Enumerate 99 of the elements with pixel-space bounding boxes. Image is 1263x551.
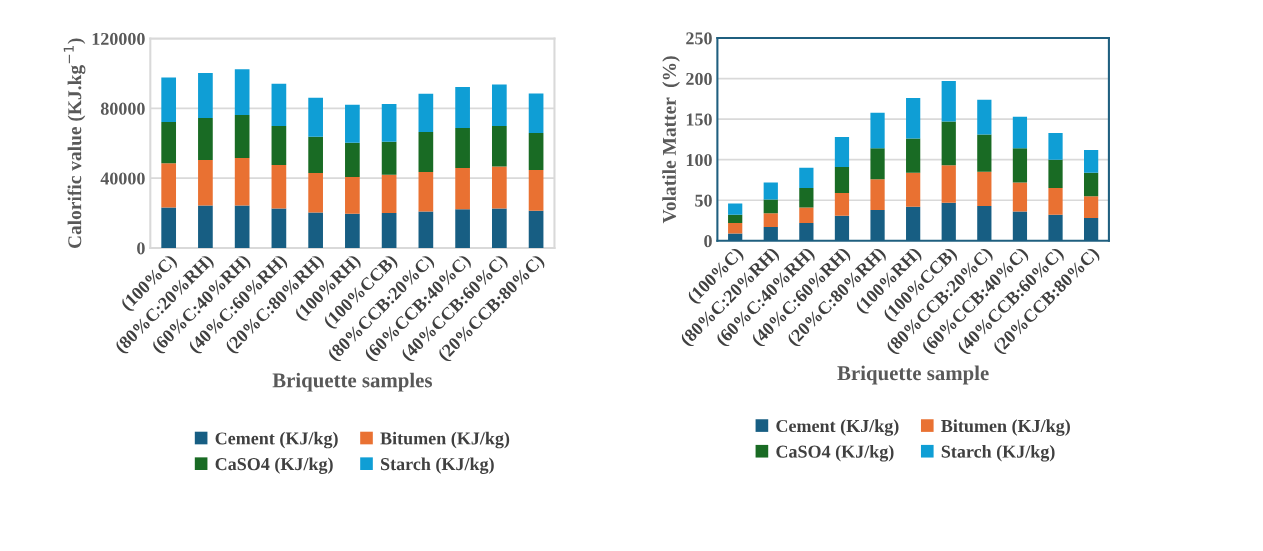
- bar: [308, 212, 323, 248]
- legend-label: Cement (KJ/kg): [776, 419, 899, 436]
- bar: [906, 98, 921, 139]
- bar: [271, 165, 287, 209]
- bar: [941, 81, 956, 122]
- bar: [271, 125, 287, 166]
- y-tick-label: 40000: [100, 172, 145, 185]
- bar: [492, 84, 507, 126]
- bar: [492, 208, 507, 248]
- bar: [799, 188, 814, 208]
- bar: [977, 134, 992, 172]
- y-tick-label: 0: [704, 235, 712, 248]
- bar: [1048, 132, 1063, 160]
- bar: [308, 173, 323, 213]
- bar: [308, 97, 323, 137]
- bar: [728, 203, 743, 215]
- bar: [198, 73, 213, 118]
- bar: [345, 142, 360, 177]
- bar: [161, 207, 177, 248]
- bar: [271, 208, 287, 248]
- y-axis-title: Volatile Matter (%): [662, 56, 680, 224]
- y-tick-label: 0: [137, 242, 145, 255]
- bar: [234, 69, 250, 115]
- y-tick-label: 120000: [92, 32, 145, 46]
- bar: [345, 213, 360, 248]
- bar: [455, 87, 470, 128]
- bar: [834, 166, 850, 193]
- bar: [528, 93, 544, 133]
- bar: [492, 125, 507, 167]
- bar: [492, 166, 507, 209]
- bar: [455, 168, 470, 210]
- bar: [381, 141, 397, 175]
- y-tick-label: 250: [686, 32, 712, 45]
- bar: [234, 114, 250, 159]
- bar: [381, 213, 397, 248]
- y-tick-label: 80000: [100, 102, 145, 115]
- bar: [941, 121, 956, 166]
- legend-label: Starch (KJ/kg): [381, 457, 494, 474]
- bar: [1048, 188, 1063, 215]
- bar: [271, 83, 287, 126]
- bar: [528, 132, 544, 170]
- legend-label: Cement (KJ/kg): [215, 431, 338, 449]
- bar: [906, 138, 921, 173]
- bar: [418, 131, 434, 173]
- y-tick-label: 100: [686, 153, 712, 167]
- bar: [455, 127, 470, 169]
- bar: [977, 171, 992, 206]
- bar: [763, 199, 778, 214]
- bar: [234, 158, 250, 206]
- bar: [198, 205, 213, 248]
- legend-label: Bitumen (KJ/kg): [941, 419, 1070, 436]
- bar: [941, 165, 956, 203]
- bar: [977, 99, 992, 135]
- bar: [1084, 172, 1099, 197]
- y-tick-label: 200: [686, 72, 712, 86]
- y-axis-title: Calorific value (KJ.kg$^{−1}$): [63, 38, 86, 249]
- bar: [799, 207, 814, 223]
- bar: [1012, 148, 1028, 183]
- legend-label: Starch (KJ/kg): [941, 445, 1055, 462]
- bar: [1048, 159, 1063, 189]
- bar: [161, 121, 177, 164]
- bar: [161, 77, 177, 122]
- bar: [870, 148, 885, 180]
- bar: [1012, 116, 1028, 149]
- bar: [418, 211, 434, 248]
- bar: [381, 104, 397, 142]
- bar: [345, 176, 360, 214]
- y-tick-label: 50: [695, 194, 712, 207]
- bar: [234, 205, 250, 248]
- bar: [1084, 149, 1099, 173]
- bar: [528, 169, 544, 211]
- bar: [763, 213, 778, 227]
- bar: [870, 112, 885, 149]
- bar: [870, 179, 885, 210]
- bar: [763, 182, 778, 200]
- x-axis-title: Briquette samples: [272, 372, 433, 392]
- bar: [161, 163, 177, 208]
- bar: [1012, 182, 1028, 212]
- y-tick-label: 150: [686, 113, 712, 126]
- x-axis-title: Briquette sample: [837, 365, 989, 385]
- bar: [198, 117, 213, 161]
- legend-label: Bitumen (KJ/kg): [380, 431, 510, 449]
- bar: [455, 209, 470, 248]
- bar: [308, 136, 323, 174]
- bar: [418, 172, 434, 212]
- legend-label: CaSO4 (KJ/kg): [215, 457, 333, 474]
- legend-label: CaSO4 (KJ/kg): [776, 445, 894, 462]
- bar: [728, 214, 743, 223]
- bar: [834, 136, 850, 167]
- bar: [834, 192, 850, 216]
- bar: [345, 104, 360, 143]
- bar: [728, 222, 743, 234]
- bar: [906, 172, 921, 207]
- bar: [528, 210, 544, 248]
- bar: [198, 160, 213, 206]
- bar: [799, 167, 814, 189]
- bar: [381, 174, 397, 214]
- bar: [1084, 196, 1099, 219]
- bar: [418, 93, 434, 132]
